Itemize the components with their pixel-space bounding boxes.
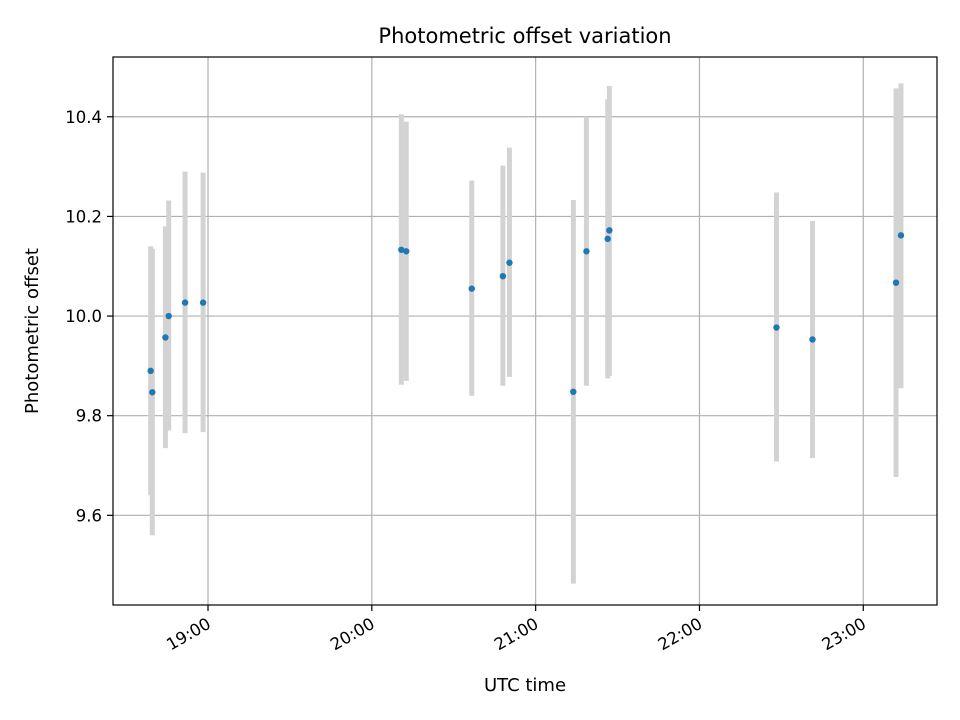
data-point <box>149 389 156 396</box>
data-point <box>570 388 577 395</box>
grid <box>113 57 937 605</box>
data-point <box>606 227 613 234</box>
data-point <box>604 235 611 243</box>
data-point <box>403 248 410 255</box>
data-point <box>181 299 189 306</box>
data-point <box>468 285 475 292</box>
data-point <box>773 324 780 331</box>
y-tick-label: 10.4 <box>65 108 102 127</box>
y-tick-label: 9.8 <box>76 407 102 426</box>
y-tick-label: 10.2 <box>65 207 102 226</box>
data-point <box>892 279 900 286</box>
y-axis-label: Photometric offset <box>22 248 43 414</box>
data-point <box>499 273 507 280</box>
data-point <box>165 312 172 320</box>
data-point <box>147 367 154 375</box>
data-point <box>897 232 905 239</box>
x-axis-label: UTC time <box>484 675 566 696</box>
y-axis-ticks: 9.6 9.8 10.0 10.2 10.4 <box>65 108 113 525</box>
data-point <box>162 334 169 341</box>
data-point <box>583 248 590 255</box>
data-point <box>506 259 513 266</box>
data-point <box>809 336 816 343</box>
data-point <box>199 299 207 306</box>
data-points <box>147 227 905 396</box>
y-tick-label: 9.6 <box>76 506 102 525</box>
y-tick-label: 10.0 <box>65 307 102 326</box>
data-point <box>398 246 405 253</box>
chart-title: Photometric offset variation <box>378 24 671 48</box>
plot-frame <box>112 56 938 606</box>
